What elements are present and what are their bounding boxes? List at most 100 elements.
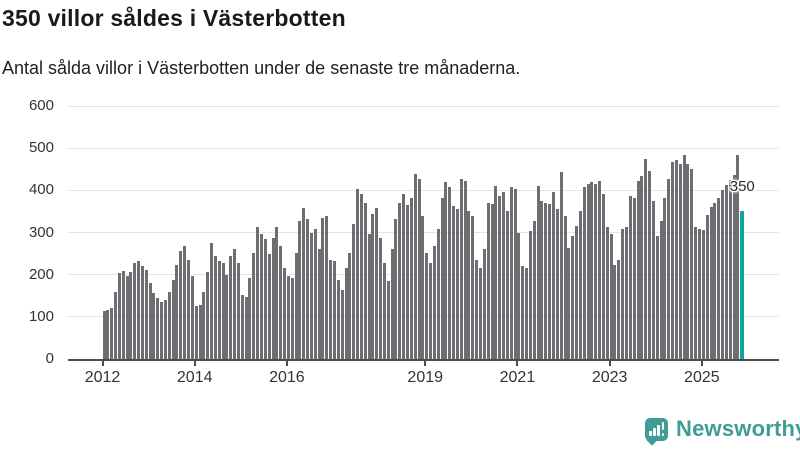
- x-axis-tick: [424, 361, 427, 366]
- bar: [517, 232, 521, 359]
- y-axis-tick-label: 300: [28, 223, 54, 241]
- logo-exclamation-icon: [661, 422, 665, 430]
- bar: [333, 261, 337, 359]
- bar: [540, 200, 544, 359]
- bar: [667, 178, 671, 359]
- bar: [490, 204, 494, 359]
- bar: [717, 198, 721, 359]
- bar: [724, 185, 728, 359]
- bar: [421, 216, 425, 359]
- bar: [309, 232, 313, 359]
- y-axis-tick-label: 100: [28, 307, 54, 325]
- bar: [498, 195, 502, 359]
- y-axis-tick-label: 600: [28, 97, 54, 114]
- bar: [398, 202, 402, 359]
- bar: [413, 173, 417, 359]
- bar: [482, 249, 486, 359]
- bar: [121, 271, 125, 359]
- bar: [102, 311, 106, 359]
- bar: [640, 175, 644, 359]
- bar: [187, 259, 191, 359]
- x-axis-tick: [700, 361, 703, 366]
- y-axis-tick-label: 0: [45, 350, 54, 367]
- bar: [721, 190, 725, 359]
- bar: [601, 194, 605, 359]
- bar: [317, 249, 321, 359]
- bar: [571, 235, 575, 359]
- bar: [555, 209, 559, 359]
- bar: [686, 163, 690, 359]
- bar: [352, 224, 356, 359]
- logo-bar-icon: [657, 425, 660, 436]
- bar: [114, 291, 118, 359]
- x-axis-tick: [516, 361, 519, 366]
- y-axis-tick-label: 500: [28, 139, 54, 157]
- bar: [705, 215, 709, 359]
- bar: [459, 178, 463, 359]
- bar: [294, 252, 298, 359]
- bar: [375, 207, 379, 359]
- bar: [536, 185, 540, 359]
- bar: [548, 204, 552, 359]
- bar: [144, 270, 148, 359]
- bar: [563, 216, 567, 359]
- bar: [663, 197, 667, 359]
- bar: [356, 189, 360, 359]
- bar: [494, 185, 498, 359]
- bar: [167, 291, 171, 359]
- bar: [532, 221, 536, 359]
- bar: [179, 251, 183, 359]
- bar: [621, 229, 625, 359]
- bar: [448, 187, 452, 359]
- bar: [348, 252, 352, 359]
- bar: [605, 227, 609, 359]
- bar: [582, 187, 586, 359]
- bar: [160, 301, 164, 359]
- bar: [509, 187, 513, 359]
- bar: [432, 246, 436, 359]
- logo-bar-icon: [649, 431, 652, 436]
- bar: [394, 219, 398, 359]
- bar: [713, 202, 717, 359]
- bar: [225, 274, 229, 359]
- bar: [648, 170, 652, 359]
- bar: [340, 289, 344, 359]
- bar: [479, 267, 483, 359]
- bar: [452, 205, 456, 359]
- bar: [286, 276, 290, 359]
- bar: [148, 283, 152, 359]
- bar: [344, 267, 348, 359]
- bar: [594, 184, 598, 359]
- bar: [678, 163, 682, 359]
- bar: [502, 192, 506, 359]
- bar: [636, 180, 640, 359]
- bar: [271, 237, 275, 359]
- bar: [659, 221, 663, 359]
- bar: [213, 256, 217, 359]
- bar: [367, 234, 371, 359]
- y-axis-labels: 0 100 200 300 400 500 600: [0, 97, 54, 367]
- bar: [709, 206, 713, 359]
- bar: [682, 155, 686, 359]
- bar: [283, 267, 287, 359]
- gridline: [68, 147, 779, 149]
- bar: [175, 264, 179, 359]
- bar: [409, 197, 413, 359]
- bar: [651, 200, 655, 359]
- logo-bar-icon: [653, 428, 656, 436]
- bar: [240, 294, 244, 359]
- bar: [406, 205, 410, 359]
- bar: [552, 192, 555, 359]
- x-axis-tick-label: 2025: [684, 369, 720, 386]
- bar: [279, 246, 283, 359]
- x-axis-tick-label: 2019: [407, 369, 444, 386]
- bar: [644, 158, 648, 359]
- newsworthy-wordmark: Newsworthy: [676, 416, 800, 441]
- bar: [590, 182, 594, 359]
- bar: [163, 300, 167, 359]
- chart-subtitle: Antal sålda villor i Västerbotten under …: [2, 58, 521, 78]
- bar: [329, 259, 333, 359]
- bar: [336, 279, 340, 359]
- bar: [628, 195, 632, 359]
